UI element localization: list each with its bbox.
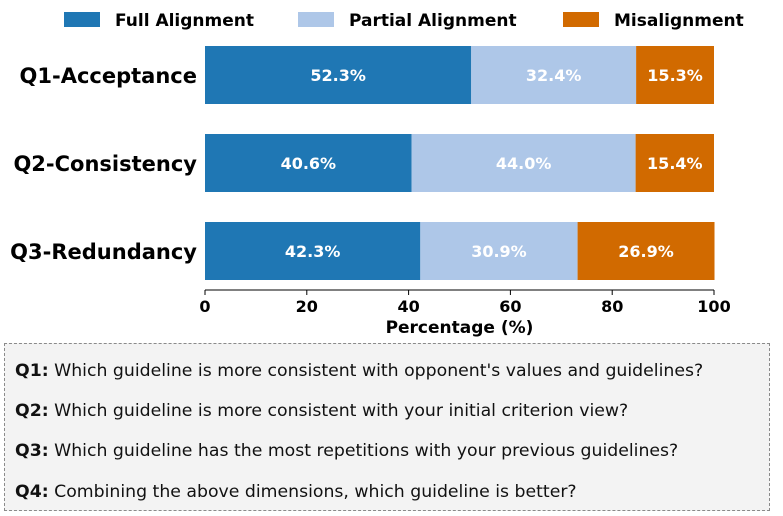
bar-value-label: 15.4% xyxy=(647,154,703,173)
legend-label: Full Alignment xyxy=(115,11,254,31)
category-label: Q1-Acceptance xyxy=(20,64,197,88)
bar-segment xyxy=(205,222,421,280)
category-label: Q2-Consistency xyxy=(13,152,197,176)
legend-swatch xyxy=(563,12,599,27)
x-tick-label: 40 xyxy=(397,297,419,316)
question-q2: Q2: Which guideline is more consistent w… xyxy=(15,401,628,421)
bar-segment xyxy=(635,134,714,192)
questions-box: Q1: Which guideline is more consistent w… xyxy=(4,343,770,511)
x-tick-label: 20 xyxy=(296,297,318,316)
legend-label: Misalignment xyxy=(614,11,744,31)
question-text: Which guideline is more consistent with … xyxy=(54,401,629,421)
bar-value-label: 26.9% xyxy=(618,242,674,261)
question-text: Which guideline is more consistent with … xyxy=(54,361,704,381)
bar-value-label: 42.3% xyxy=(285,242,341,261)
question-key: Q4: xyxy=(15,482,49,502)
question-q3: Q3: Which guideline has the most repetit… xyxy=(15,441,678,461)
question-key: Q3: xyxy=(15,441,49,461)
bar-value-label: 30.9% xyxy=(471,242,527,261)
x-tick-label: 100 xyxy=(697,297,730,316)
legend-label: Partial Alignment xyxy=(349,11,517,31)
question-key: Q2: xyxy=(15,401,49,421)
x-tick-label: 80 xyxy=(601,297,623,316)
bar-segment xyxy=(420,222,578,280)
bar-value-label: 32.4% xyxy=(526,66,582,85)
legend-swatch xyxy=(298,12,334,27)
question-key: Q1: xyxy=(15,361,49,381)
bar-segment xyxy=(411,134,636,192)
bar-value-label: 40.6% xyxy=(281,154,337,173)
x-tick-label: 0 xyxy=(199,297,210,316)
bar-segment xyxy=(205,46,472,104)
bar-segment xyxy=(205,134,412,192)
bar-value-label: 52.3% xyxy=(310,66,366,85)
bar-segment xyxy=(577,222,715,280)
question-text: Combining the above dimensions, which gu… xyxy=(54,482,577,502)
x-tick-label: 60 xyxy=(499,297,521,316)
bar-segment xyxy=(471,46,637,104)
legend-swatch xyxy=(64,12,100,27)
bar-value-label: 15.3% xyxy=(647,66,703,85)
bar-value-label: 44.0% xyxy=(496,154,552,173)
question-text: Which guideline has the most repetitions… xyxy=(54,441,679,461)
x-axis-title: Percentage (%) xyxy=(386,318,534,338)
stacked-bar-chart: Full Alignment Partial Alignment Misalignm… xyxy=(10,11,744,338)
question-q4: Q4: Combining the above dimensions, whic… xyxy=(15,482,577,502)
question-q1: Q1: Which guideline is more consistent w… xyxy=(15,361,703,381)
category-label: Q3-Redundancy xyxy=(10,240,197,264)
bar-segment xyxy=(636,46,714,104)
